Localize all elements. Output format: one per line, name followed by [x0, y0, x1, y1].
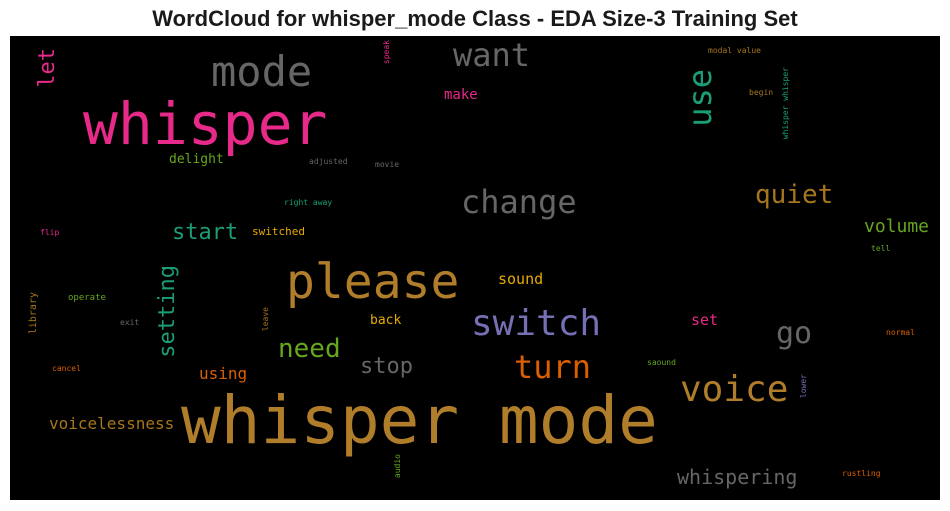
word-whisper-whisper: whisper whisper [781, 67, 790, 140]
word-voicelessness: voicelessness [49, 414, 175, 433]
wordcloud-panel: whisper mode whisper please mode switch voice… [10, 36, 940, 500]
word-make: make [444, 87, 478, 103]
word-let: let [35, 48, 60, 88]
word-mode: mode [211, 47, 313, 96]
word-turn: turn [514, 348, 592, 386]
word-leave: leave [261, 307, 270, 332]
word-flip: flip [40, 228, 60, 237]
word-modal-value: modal value [708, 46, 761, 55]
word-need: need [278, 334, 341, 364]
word-stop: stop [360, 354, 413, 379]
word-switch: switch [471, 303, 602, 344]
chart-title: WordCloud for whisper_mode Class - EDA S… [152, 6, 798, 31]
word-back: back [370, 313, 402, 328]
word-delight: delight [169, 152, 224, 167]
word-cancel: cancel [52, 364, 81, 373]
word-tell: tell [871, 244, 891, 253]
word-exit: exit [120, 318, 140, 327]
word-go: go [776, 316, 813, 351]
word-setting: setting [155, 265, 180, 358]
word-sound: sound [498, 270, 544, 288]
word-movie: movie [375, 160, 400, 169]
word-volume: volume [864, 216, 930, 237]
word-use: use [681, 69, 719, 127]
word-whisper: whisper [83, 90, 328, 158]
word-normal: normal [886, 328, 915, 337]
word-operate: operate [68, 293, 106, 303]
word-switched: switched [252, 225, 305, 238]
word-lower: lower [799, 374, 808, 399]
word-adjusted: adjusted [309, 157, 348, 166]
word-right-away: right away [284, 198, 333, 207]
word-rustling: rustling [842, 469, 881, 478]
word-audio: audio [393, 454, 402, 479]
word-using: using [199, 364, 248, 383]
word-saound: saound [647, 358, 676, 367]
word-voice: voice [680, 369, 789, 410]
word-begin: begin [749, 88, 774, 97]
word-please: please [286, 254, 460, 310]
word-change: change [461, 183, 577, 221]
word-quiet: quiet [755, 180, 834, 210]
word-library: library [28, 292, 39, 335]
word-speak: speak [382, 40, 391, 65]
word-whispering: whispering [677, 465, 798, 489]
word-start: start [172, 220, 239, 245]
word-want: want [453, 36, 531, 74]
word-whisper-mode: whisper mode [181, 382, 658, 459]
word-set: set [691, 311, 719, 329]
